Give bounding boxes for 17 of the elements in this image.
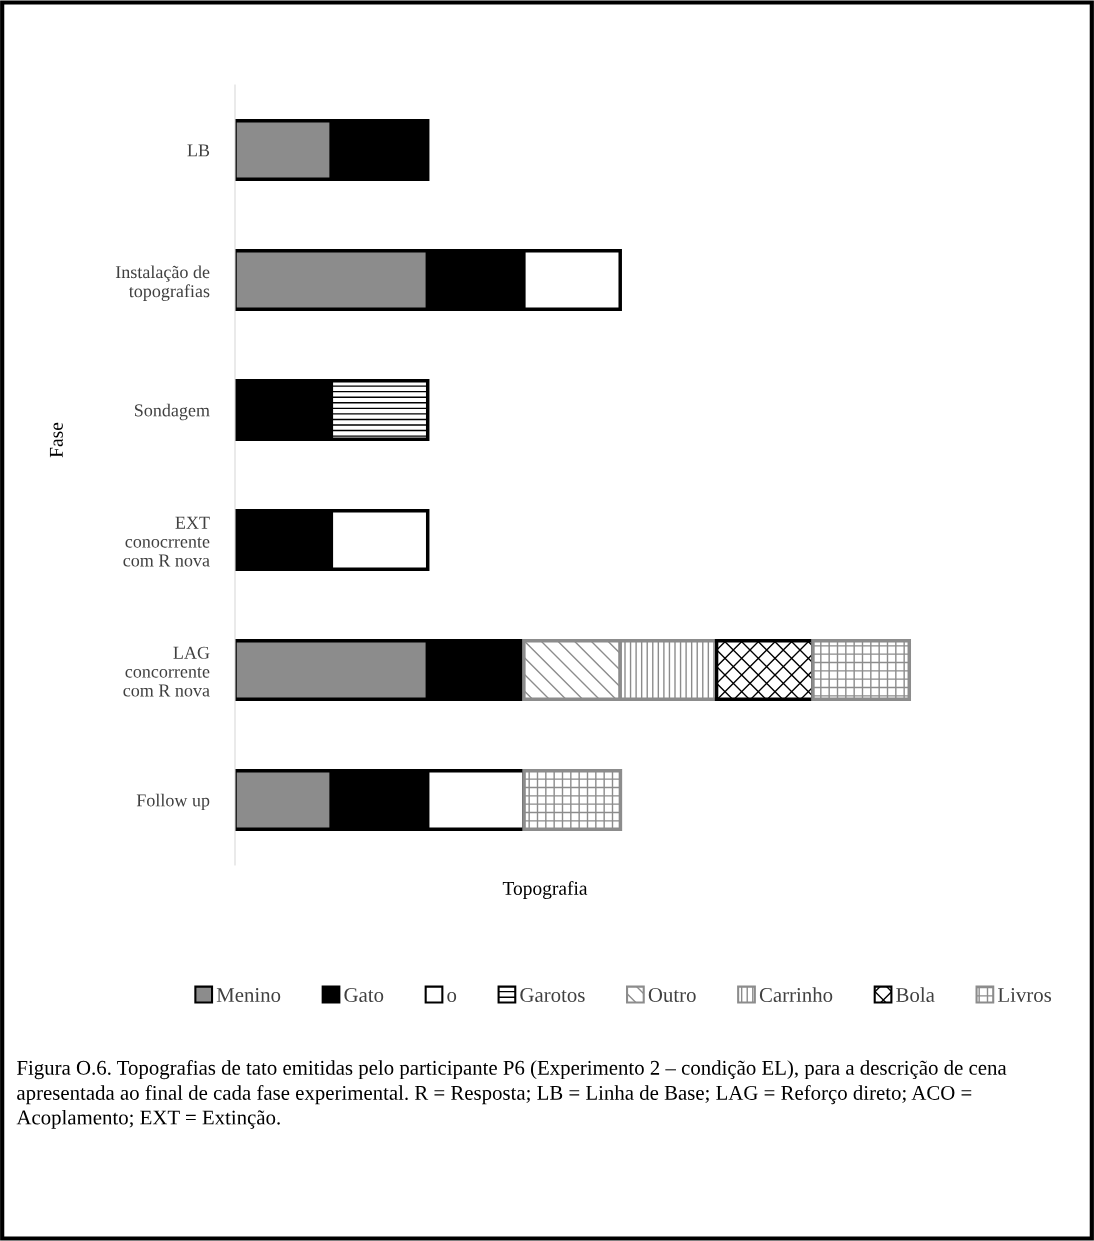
y-tick-label: LB: [187, 144, 210, 157]
legend-label: Garotos: [520, 988, 585, 1003]
legend-label: Gato: [344, 988, 384, 1003]
y-axis-title: Fase: [49, 422, 63, 458]
x-axis-title: Topografia: [502, 881, 588, 899]
y-tick-label: Follow up: [136, 793, 210, 811]
y-tick-label: LAG concorrente com R nova: [123, 646, 210, 697]
legend-label: Menino: [216, 988, 281, 1003]
y-tick-label: Instalação de topografias: [115, 265, 210, 301]
y-tick-label: Sondagem: [134, 403, 210, 421]
legend-label: Carrinho: [759, 987, 833, 1003]
legend-label: Bola: [896, 987, 935, 1003]
y-tick-label: EXT conocrrente com R nova: [123, 516, 210, 567]
legend-label: o: [447, 992, 457, 1003]
text: Figura O.6. Topografias de tato emitidas pelo participante P6 (Experimento 2 – condição EL), para a descrição de cena apresentada ao final de cada fase experimental. R = Resposta; LB = Linha de Base; LAG = Reforço direto; ACO = Acoplamento; EXT = Extinção.: [16, 1060, 1007, 1129]
legend-label: Livros: [998, 988, 1052, 1003]
legend-label: Outro: [648, 988, 696, 1003]
